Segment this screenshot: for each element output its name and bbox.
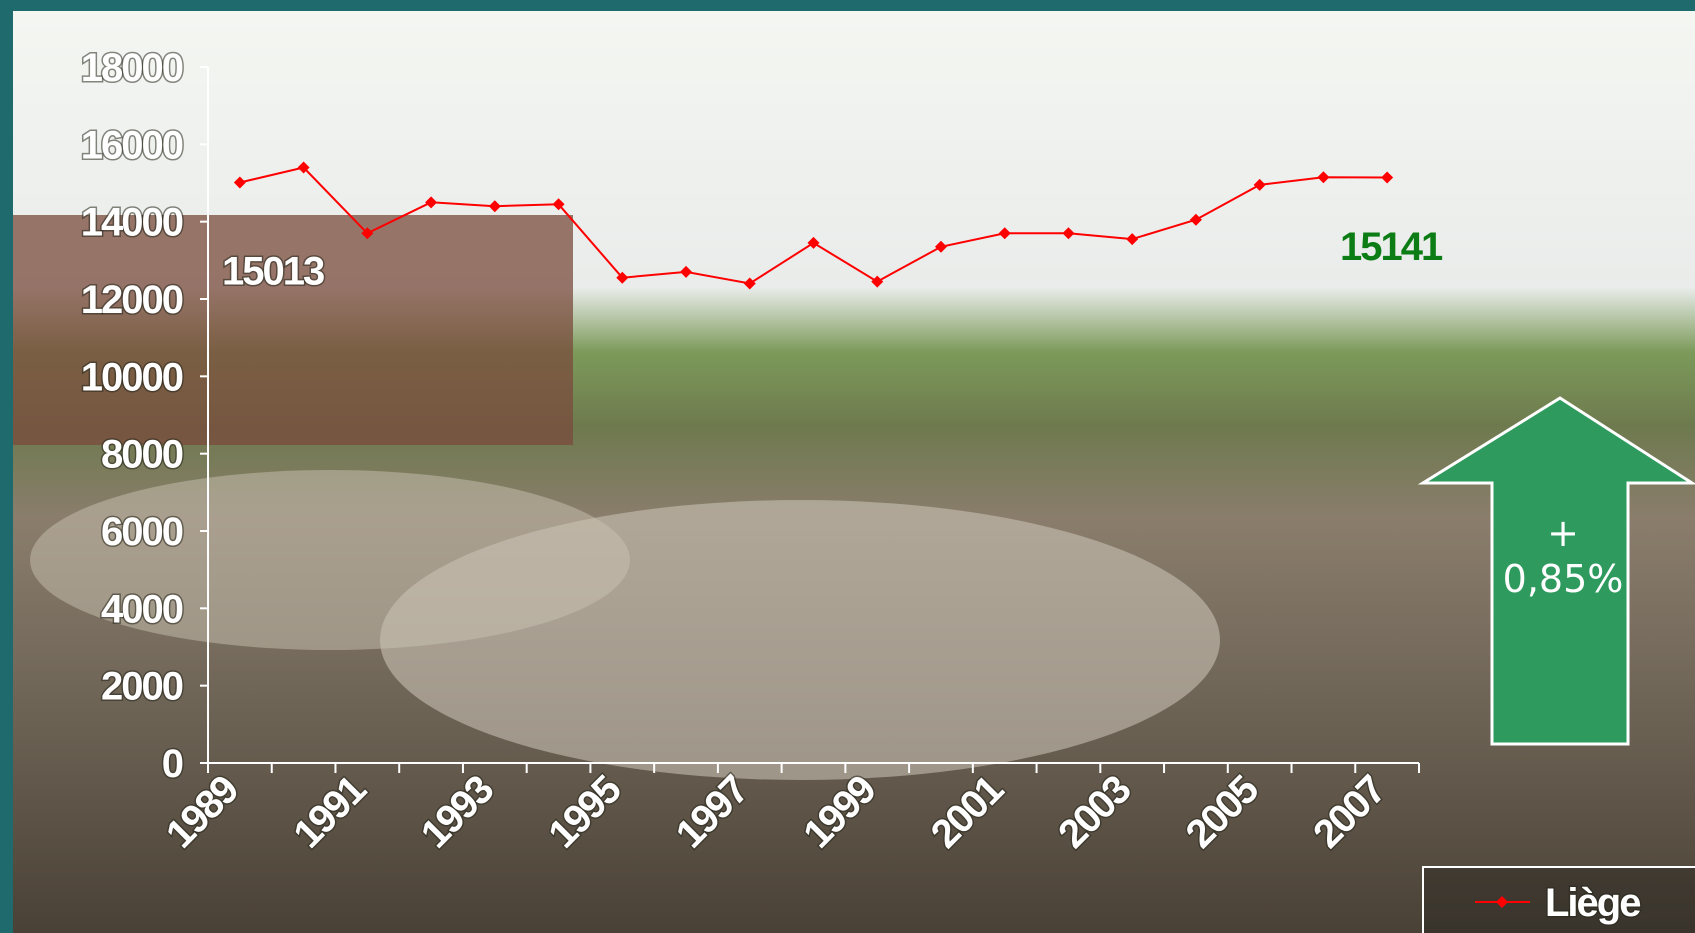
y-tick-label: 12000 bbox=[81, 278, 183, 322]
y-tick-label: 8000 bbox=[101, 433, 183, 477]
y-tick-label: 0 bbox=[162, 742, 183, 786]
value-label: 15013 bbox=[222, 249, 324, 293]
y-tick-label: 16000 bbox=[81, 123, 183, 167]
growth-label: + 0,85% bbox=[1488, 510, 1638, 602]
value-label: 15141 bbox=[1340, 225, 1443, 269]
chart: 0 2000 4000 6000 8000 10000 12000 14000 16000 180… bbox=[0, 0, 1695, 933]
y-tick-label: 4000 bbox=[101, 587, 183, 631]
y-tick-label: 18000 bbox=[81, 46, 183, 90]
legend-label: Liège bbox=[1545, 881, 1640, 925]
slide: 0 2000 4000 6000 8000 10000 12000 14000 16000 180… bbox=[0, 0, 1695, 933]
y-tick-label: 2000 bbox=[101, 665, 183, 709]
y-tick-label: 14000 bbox=[81, 201, 183, 245]
y-tick-label: 6000 bbox=[101, 510, 183, 554]
y-tick-label: 10000 bbox=[81, 355, 183, 399]
